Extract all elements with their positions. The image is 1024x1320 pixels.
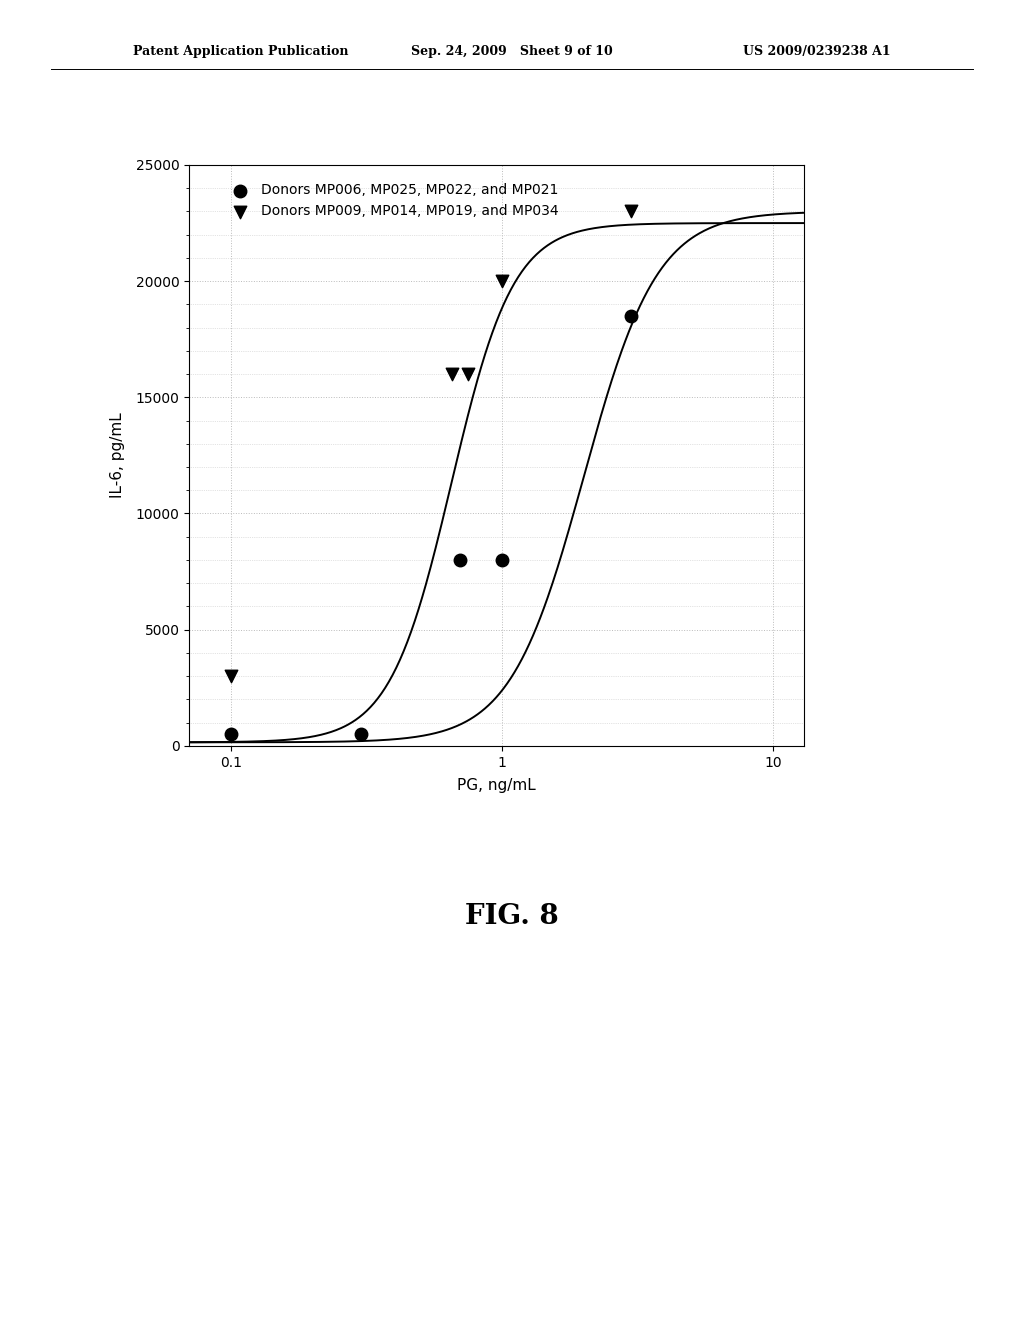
Legend: Donors MP006, MP025, MP022, and MP021, Donors MP009, MP014, MP019, and MP034: Donors MP006, MP025, MP022, and MP021, D… [221, 178, 564, 224]
Text: Patent Application Publication: Patent Application Publication [133, 45, 348, 58]
Donors MP009, MP014, MP019, and MP034 [443, 363, 460, 384]
Donors MP006, MP025, MP022, and MP021 [223, 723, 240, 744]
Donors MP009, MP014, MP019, and MP034 [460, 363, 476, 384]
Text: FIG. 8: FIG. 8 [465, 903, 559, 931]
Text: Sep. 24, 2009   Sheet 9 of 10: Sep. 24, 2009 Sheet 9 of 10 [411, 45, 613, 58]
Donors MP006, MP025, MP022, and MP021 [624, 305, 640, 326]
Donors MP006, MP025, MP022, and MP021 [352, 723, 369, 744]
X-axis label: PG, ng/mL: PG, ng/mL [458, 777, 536, 793]
Donors MP006, MP025, MP022, and MP021 [452, 549, 468, 570]
Text: US 2009/0239238 A1: US 2009/0239238 A1 [743, 45, 891, 58]
Donors MP009, MP014, MP019, and MP034 [223, 665, 240, 686]
Y-axis label: IL-6, pg/mL: IL-6, pg/mL [110, 413, 125, 498]
Donors MP009, MP014, MP019, and MP034 [624, 201, 640, 222]
Donors MP006, MP025, MP022, and MP021 [494, 549, 510, 570]
Donors MP009, MP014, MP019, and MP034 [494, 271, 510, 292]
